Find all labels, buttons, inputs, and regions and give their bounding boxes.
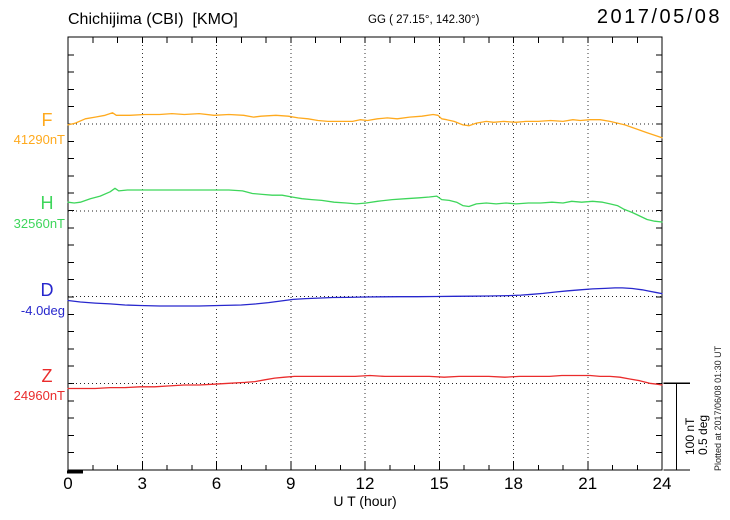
x-tick-label: 15 [429,474,449,493]
x-tick-label: 0 [63,474,73,493]
x-axis-label: U T (hour) [333,493,397,509]
z-trace [67,374,663,390]
d-trace [67,287,663,307]
scale-bar-deg-label: 0.5 deg [696,414,710,455]
series-baseline-f: 41290nT [13,132,65,147]
x-tick-label: 3 [137,474,147,493]
scale-bar-labels: 100 nT 0.5 deg [683,414,710,455]
x-tick-label: 9 [286,474,296,493]
scale-bar-nt-label: 100 nT [683,417,697,455]
x-tick-label: 12 [355,474,375,493]
series-letter-z: Z [41,366,53,386]
f-trace [67,112,663,139]
scale-bar [663,382,690,471]
station-title: Chichijima (CBI) [KMO] [68,11,238,28]
geographic-coordinates: GG ( 27.15°, 142.30°) [368,14,480,26]
x-tick-label: 24 [652,474,672,493]
x-tick-label: 6 [211,474,222,493]
series-baseline-h: 32560nT [13,216,65,231]
plotted-at-note: Plotted at 2017/06/08 01:30 UT [713,345,723,471]
x-tick-label: 21 [578,474,598,493]
axis-ticks [68,37,662,470]
series-letter-h: H [40,193,54,213]
series-baseline-z: 24960nT [13,388,65,403]
x-tick-label: 18 [504,474,523,493]
series-letter-d: D [40,280,54,300]
plot-date: 2017/05/08 [596,6,722,28]
h-trace [67,187,663,223]
grid-lines [141,37,589,470]
series-letter-f: F [41,110,53,130]
series-baseline-d: -4.0deg [20,303,65,318]
